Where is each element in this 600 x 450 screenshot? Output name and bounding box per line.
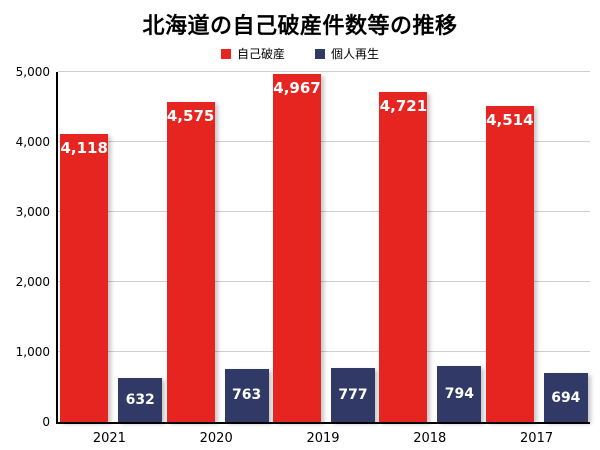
y-axis-tick-label: 0 [42, 415, 50, 429]
chart-title: 北海道の自己破産件数等の推移 [142, 14, 458, 39]
rehabilitation-bar: 763 [224, 368, 269, 422]
bar-group: 4,967 777 [271, 72, 377, 422]
bar-group: 4,575 763 [164, 72, 270, 422]
x-axis-label: 2018 [413, 431, 447, 446]
bankruptcy-bar: 4,575 [166, 101, 215, 422]
bar-value-label: 4,514 [486, 111, 534, 130]
gridline [58, 71, 590, 72]
bar-group: 4,118 632 [58, 72, 164, 422]
bankruptcy-bar: 4,118 [60, 133, 109, 422]
legend: 自己破産 個人再生 [0, 45, 600, 62]
bankruptcy-legend-swatch [220, 48, 231, 59]
bar-value-label: 694 [551, 389, 581, 406]
rehabilitation-legend-swatch [315, 48, 325, 59]
bar-value-label: 4,118 [60, 138, 108, 157]
rehabilitation-bar: 632 [118, 377, 163, 422]
bar-value-label: 632 [125, 391, 155, 408]
x-axis-label: 2020 [199, 431, 233, 446]
rehabilitation-bar: 794 [437, 366, 482, 422]
bankruptcy-bar: 4,721 [379, 91, 428, 422]
bar-value-label: 763 [231, 387, 262, 404]
x-axis-label: 2021 [92, 431, 126, 446]
bar-group: 4,514 694 [484, 72, 590, 422]
bar-group: 4,721 794 [377, 72, 483, 422]
rehabilitation-bar: 777 [331, 367, 376, 422]
bar-value-label: 4,967 [273, 79, 321, 98]
bar-groups: 4,118 632 4,575 763 4,967 777 4,721 794 4,514 694 [58, 72, 590, 422]
gridline [58, 211, 590, 212]
y-axis-tick-label: 3,000 [15, 205, 50, 219]
legend-label: 自己破産 [236, 47, 285, 61]
gridline [58, 281, 590, 282]
x-axis-label: 2017 [520, 431, 554, 446]
gridline [58, 351, 590, 352]
legend-item-bankruptcy: 自己破産 [220, 45, 285, 62]
y-axis-tick-label: 1,000 [15, 345, 50, 359]
y-axis-tick-label: 5,000 [15, 65, 50, 79]
bar-value-label: 794 [444, 386, 475, 403]
bar-value-label: 4,721 [379, 96, 428, 115]
bankruptcy-bar: 4,514 [485, 106, 534, 422]
legend-label: 個人再生 [331, 47, 380, 61]
x-axis-label: 2019 [306, 431, 340, 446]
plot-area: 0 1,000 2,000 3,000 4,000 5,000 4,118 632 4,575 7… [16, 66, 590, 428]
rehabilitation-bar: 694 [543, 373, 588, 422]
x-axis-labels: 2021 2020 2019 2018 2017 [56, 431, 590, 446]
y-axis-tick-label: 2,000 [15, 275, 50, 289]
bar-value-label: 4,575 [166, 106, 215, 125]
bankruptcy-bar: 4,967 [273, 74, 322, 422]
y-axis-tick-label: 4,000 [15, 135, 50, 149]
legend-item-rehabilitation: 個人再生 [315, 45, 379, 62]
bar-value-label: 777 [338, 386, 368, 403]
gridline [58, 141, 590, 142]
